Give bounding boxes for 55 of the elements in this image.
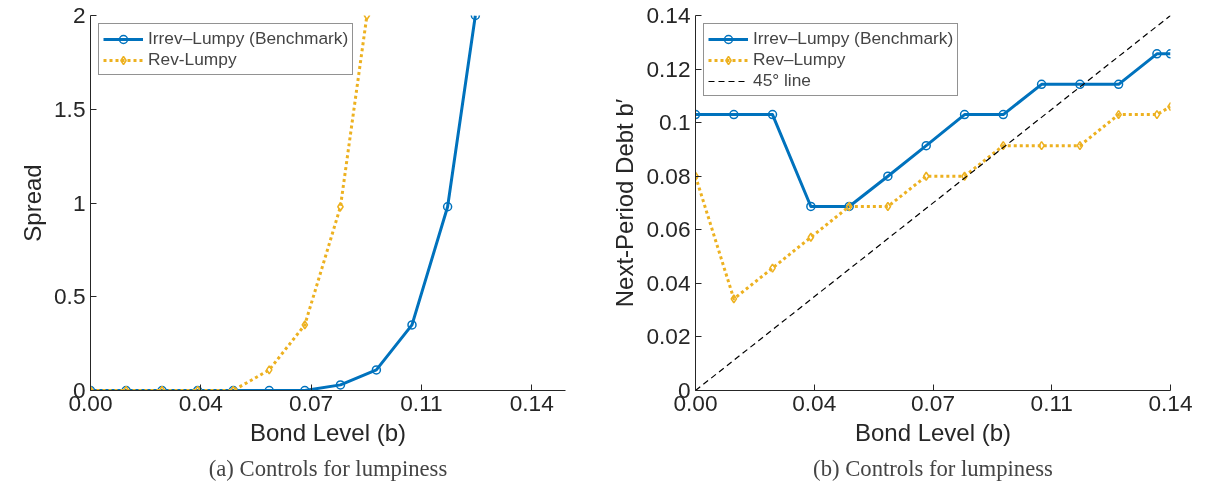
point — [884, 201, 892, 212]
x-tick-label: 0.04 — [178, 389, 223, 416]
point — [883, 171, 893, 181]
y-tick-label: 0.1 — [659, 109, 691, 136]
y-axis-title: Spread — [19, 164, 46, 242]
x-tick-label: 0.07 — [910, 389, 956, 416]
point — [767, 109, 778, 120]
point — [407, 320, 417, 330]
y-tick-label: 2 — [72, 2, 86, 28]
legend-label: Irrev–Lumpy (Benchmark) — [148, 28, 349, 49]
point — [442, 202, 453, 212]
y-tick-label: 1 — [72, 189, 86, 216]
y-tick-label: 0.02 — [646, 323, 691, 350]
y-tick-label: 0.06 — [646, 216, 691, 243]
point — [961, 171, 968, 181]
point — [921, 140, 931, 151]
x-tick-label: 0.11 — [400, 389, 443, 416]
point — [769, 263, 776, 273]
x-axis-title: Bond Level (b) — [249, 418, 407, 446]
point — [301, 320, 309, 330]
y-tick-label: 0.08 — [646, 162, 691, 189]
x-tick-label: 0.14 — [1148, 389, 1193, 416]
legend-label: Rev-Lumpy — [148, 49, 237, 70]
x-tick-label: 0.11 — [1030, 389, 1073, 416]
legend-label: Irrev–Lumpy (Benchmark) — [753, 28, 954, 49]
point — [337, 202, 344, 212]
point — [1115, 109, 1123, 120]
point — [1036, 79, 1047, 90]
point — [807, 232, 815, 243]
point — [1076, 140, 1084, 151]
point — [999, 140, 1007, 151]
point — [1113, 79, 1124, 90]
x-tick-label: 0.14 — [509, 389, 554, 416]
point — [959, 109, 970, 120]
x-tick-label: 0.07 — [289, 389, 334, 416]
legend-label: Rev–Lumpy — [753, 49, 846, 70]
x-axis-title: Bond Level (b) — [854, 418, 1012, 446]
legend-label: 45° line — [753, 70, 811, 91]
point — [729, 109, 739, 120]
point — [1153, 109, 1161, 120]
y-tick-label: 0.5 — [54, 283, 86, 310]
y-axis-title: Next-Period Debt b′ — [611, 98, 639, 308]
text: (b) Controls for lumpiness — [813, 455, 1053, 481]
point — [730, 294, 738, 304]
point — [1075, 79, 1085, 90]
text: (a) Controls for lumpiness — [208, 455, 448, 481]
y-tick-label: 1.5 — [54, 95, 86, 122]
y-tick-label: 0.12 — [646, 55, 691, 82]
point — [806, 201, 816, 212]
point — [922, 171, 930, 181]
x-tick-label: 0.04 — [792, 389, 837, 416]
point — [1152, 49, 1162, 59]
y-tick-label: 0.14 — [646, 2, 691, 28]
point — [998, 109, 1008, 120]
y-tick-label: 0.04 — [646, 269, 691, 296]
